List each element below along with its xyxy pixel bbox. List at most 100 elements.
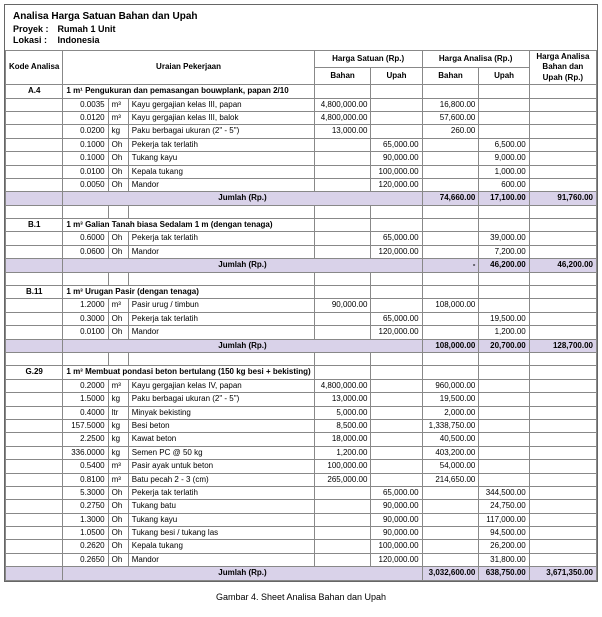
cell: 0.5400 [63,460,108,473]
cell: 1,200.00 [479,326,529,339]
table-row: 0.8100m³Batu pecah 2 - 3 (cm)265,000.002… [6,473,597,486]
cell [422,272,479,285]
cell: 0.1000 [63,152,108,165]
cell: 40,500.00 [422,433,479,446]
table-row: 0.2620OhKepala tukang100,000.0026,200.00 [6,540,597,553]
cell [6,165,63,178]
cell: 336.0000 [63,446,108,459]
cell: 7,200.00 [479,245,529,258]
table-row: 1.3000OhTukang kayu90,000.00117,000.00 [6,513,597,526]
cell [529,205,596,218]
cell: Batu pecah 2 - 3 (cm) [128,473,314,486]
cell [479,366,529,379]
cell [422,232,479,245]
cell [6,138,63,151]
table-row: 1.5000kgPaku berbagai ukuran (2" - 5")13… [6,393,597,406]
cell [479,379,529,392]
cell: 260.00 [422,125,479,138]
cell [371,460,422,473]
cell: 403,200.00 [422,446,479,459]
cell: m³ [108,111,128,124]
project-row: Proyek : Rumah 1 Unit [13,24,589,34]
table-row: 0.0035m³Kayu gergajian kelas III, papan4… [6,98,597,111]
cell [422,286,479,299]
cell [479,286,529,299]
cell: 600.00 [479,178,529,191]
table-row: 0.5400m³Pasir ayak untuk beton100,000.00… [6,460,597,473]
table-row: 0.4000ltrMinyak bekisting5,000.002,000.0… [6,406,597,419]
cell: 46,200.00 [479,259,529,272]
cell [422,312,479,325]
cell [6,312,63,325]
spacer-row [6,352,597,365]
cell: 120,000.00 [371,245,422,258]
cell: 0.1000 [63,138,108,151]
cell: kg [108,419,128,432]
col-upah-2: Upah [479,68,529,85]
cell: 108,000.00 [422,339,479,352]
cell: m³ [108,473,128,486]
cell [371,366,422,379]
cell [529,406,596,419]
cell: Mandor [128,178,314,191]
cell [371,352,422,365]
cell: Pekerja tak terlatih [128,312,314,325]
cell: Semen PC @ 50 kg [128,446,314,459]
col-bahan-2: Bahan [422,68,479,85]
cell [6,446,63,459]
cell: Oh [108,165,128,178]
cell: 90,000.00 [371,500,422,513]
cell: kg [108,393,128,406]
cell [371,205,422,218]
cell [6,486,63,499]
cell [529,312,596,325]
cell: 19,500.00 [422,393,479,406]
cell: 117,000.00 [479,513,529,526]
cell [6,339,63,352]
cell: 0.2620 [63,540,108,553]
cell: 0.0035 [63,98,108,111]
cell: 13,000.00 [314,393,371,406]
cell [371,446,422,459]
cell [529,152,596,165]
cell [529,460,596,473]
cell: 65,000.00 [371,312,422,325]
table-row: 5.3000OhPekerja tak terlatih65,000.00344… [6,486,597,499]
cell [314,527,371,540]
cell [6,460,63,473]
cell [128,205,314,218]
col-bahan-1: Bahan [314,68,371,85]
table-body: A.41 m¹ Pengukuran dan pemasangan bouwpl… [6,85,597,580]
cell [6,299,63,312]
cell: 5,000.00 [314,406,371,419]
cell: 960,000.00 [422,379,479,392]
cell [529,473,596,486]
cell [529,245,596,258]
cell: 0.3000 [63,312,108,325]
col-uraian: Uraian Pekerjaan [63,51,314,85]
cell: Oh [108,513,128,526]
cell [6,419,63,432]
cell: 3,671,350.00 [529,567,596,580]
cell: A.4 [6,85,63,98]
cell [6,567,63,580]
col-harga-analisa: Harga Analisa (Rp.) [422,51,529,68]
cell: 13,000.00 [314,125,371,138]
cell [479,272,529,285]
cell: 1 m³ Galian Tanah biasa Sedalam 1 m (den… [63,219,314,232]
cell [479,85,529,98]
cell: 0.2000 [63,379,108,392]
cell: 120,000.00 [371,326,422,339]
cell [371,419,422,432]
cell [6,513,63,526]
subtotal-row: Jumlah (Rp.)108,000.0020,700.00128,700.0… [6,339,597,352]
cell [371,219,422,232]
cell [479,433,529,446]
cell [314,152,371,165]
cell: 1.5000 [63,393,108,406]
col-harga-total: Harga Analisa Bahan dan Upah (Rp.) [529,51,596,85]
cell: 638,750.00 [479,567,529,580]
cell: Oh [108,527,128,540]
cell: Tukang besi / tukang las [128,527,314,540]
section-header-row: G.291 m³ Membuat pondasi beton bertulang… [6,366,597,379]
